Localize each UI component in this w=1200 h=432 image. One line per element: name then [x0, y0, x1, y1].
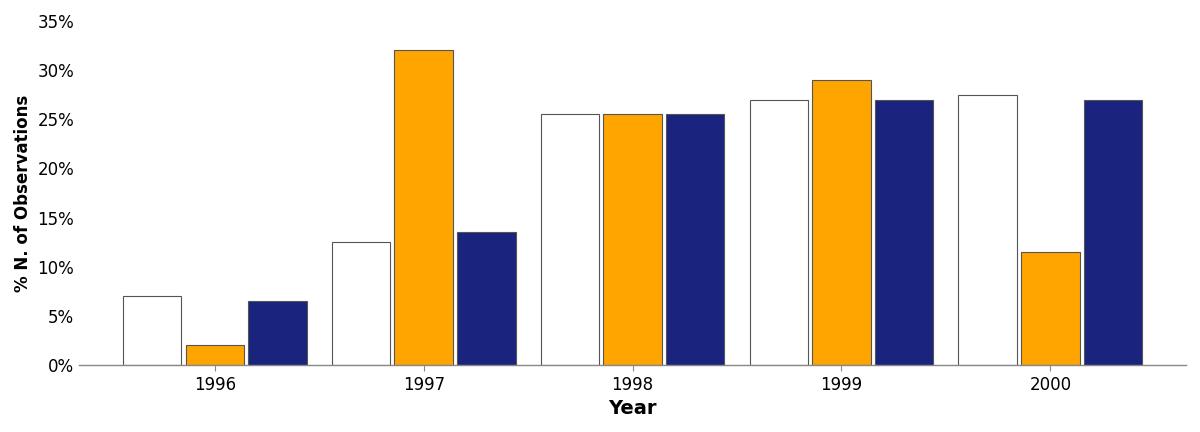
- X-axis label: Year: Year: [608, 399, 656, 418]
- Y-axis label: % N. of Observations: % N. of Observations: [14, 94, 32, 292]
- Bar: [541, 114, 599, 365]
- Bar: [604, 114, 662, 365]
- Bar: [750, 99, 808, 365]
- Bar: [186, 346, 244, 365]
- Bar: [875, 99, 934, 365]
- Bar: [122, 296, 181, 365]
- Bar: [812, 80, 871, 365]
- Bar: [1084, 99, 1142, 365]
- Bar: [331, 242, 390, 365]
- Bar: [959, 95, 1016, 365]
- Bar: [395, 51, 452, 365]
- Bar: [666, 114, 725, 365]
- Bar: [457, 232, 516, 365]
- Bar: [1021, 252, 1080, 365]
- Bar: [248, 301, 307, 365]
